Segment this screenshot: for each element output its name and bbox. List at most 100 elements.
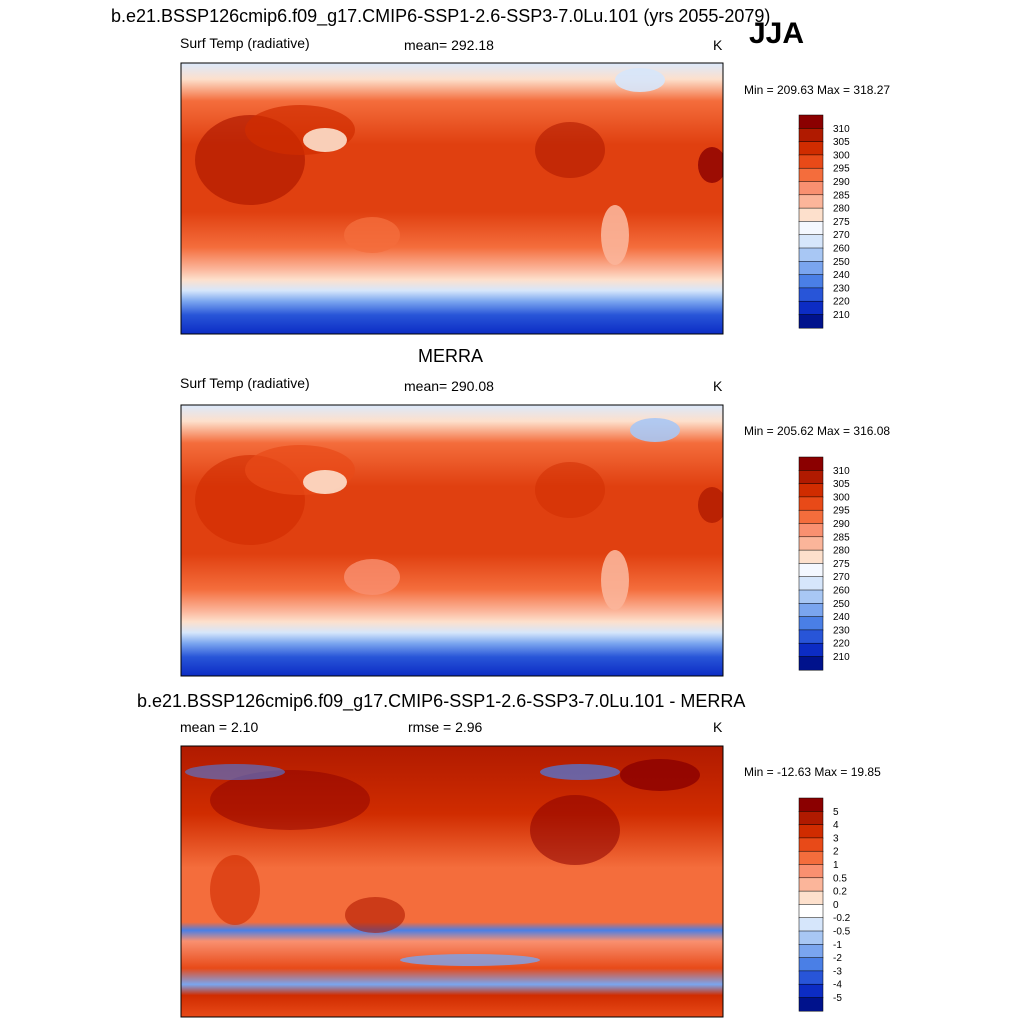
colorbar-swatch [798, 549, 824, 565]
greenland-warm [620, 759, 700, 791]
southern-ocean-cool [400, 954, 540, 966]
panel-model-map [181, 63, 723, 334]
colorbar-tick-label: 280 [833, 204, 850, 215]
panel-merra-map [181, 405, 723, 676]
colorbar-tick-label: 240 [833, 612, 850, 623]
colorbar-swatch [798, 247, 824, 262]
siberia-cool [185, 764, 285, 780]
colorbar-tick-label: 210 [833, 310, 850, 321]
eurasia-warm [210, 770, 370, 830]
season-label: JJA [749, 17, 804, 50]
andes-cool [601, 550, 629, 610]
colorbar-swatch [798, 983, 824, 999]
colorbar-tick-label: 285 [833, 532, 850, 543]
colorbar-tick-label: 300 [833, 150, 850, 161]
colorbar-swatch [798, 496, 824, 511]
panel-model: b.e21.BSSP126cmip6.f09_g17.CMIP6-SSP1-2.… [111, 6, 890, 335]
colorbar-swatch [798, 563, 824, 578]
colorbar-swatch [798, 287, 824, 302]
panel-diff-rmse: rmse = 2.96 [408, 719, 483, 735]
panel-diff-colorbar: 5 4 3 2 1 0.5 0.2 0 -0.2 -0.5 -1 -2 -3 -4 -5 [798, 797, 851, 1012]
colorbar-tick-label: 1 [833, 860, 839, 871]
colorbar-swatch [798, 181, 824, 196]
colorbar-swatch [798, 797, 824, 812]
namerica-warm [530, 795, 620, 865]
colorbar-swatch [798, 114, 824, 129]
colorbar-tick-label: 260 [833, 586, 850, 597]
colorbar-tick-label: 270 [833, 230, 850, 241]
panel-merra: MERRA Surf Temp (radiative) mean= 290.08… [180, 346, 890, 677]
colorbar-swatch [798, 221, 824, 236]
sahara-east [698, 147, 723, 183]
panel-diff-mean: mean = 2.10 [180, 719, 258, 735]
panel-diff-minmax: Min = -12.63 Max = 19.85 [744, 765, 881, 779]
colorbar-swatch [798, 167, 824, 183]
colorbar-tick-label: 210 [833, 652, 850, 663]
colorbar-tick-label: 230 [833, 625, 850, 636]
colorbar-swatch [798, 656, 824, 671]
colorbar-swatch [798, 890, 824, 906]
colorbar-tick-label: -0.5 [833, 927, 851, 938]
colorbar-tick-label: 305 [833, 137, 850, 148]
panel-model-minmax: Min = 209.63 Max = 318.27 [744, 83, 890, 97]
colorbar-swatch [798, 850, 824, 866]
colorbar-swatch [798, 616, 824, 631]
greenland-cold [630, 418, 680, 442]
colorbar-tick-label: 295 [833, 506, 850, 517]
colorbar-swatch [798, 141, 824, 156]
colorbar-swatch [798, 261, 824, 276]
panel-merra-mean: mean= 290.08 [404, 378, 494, 394]
colorbar-tick-label: -4 [833, 980, 842, 991]
colorbar-swatch [798, 194, 824, 209]
colorbar-tick-label: 280 [833, 546, 850, 557]
colorbar-swatch [798, 589, 824, 604]
panel-merra-minmax: Min = 205.62 Max = 316.08 [744, 424, 890, 438]
tibet-cool [303, 128, 347, 152]
colorbar-tick-label: 300 [833, 492, 850, 503]
colorbar-tick-label: 2 [833, 847, 839, 858]
colorbar-tick-label: 5 [833, 807, 839, 818]
namerica-warm [535, 462, 605, 518]
colorbar-swatch [798, 811, 824, 826]
colorbar-swatch [798, 603, 824, 618]
colorbar-swatch [798, 483, 824, 498]
colorbar-swatch [798, 456, 824, 471]
colorbar-swatch [798, 509, 824, 525]
panel-diff-map [181, 746, 723, 1017]
colorbar-tick-label: 310 [833, 466, 850, 477]
colorbar-tick-label: 305 [833, 479, 850, 490]
colorbar-tick-label: -5 [833, 993, 842, 1004]
panel-merra-frame [180, 404, 724, 677]
australia [344, 217, 400, 253]
sahara-east [698, 487, 723, 523]
colorbar-tick-label: 0.2 [833, 887, 847, 898]
colorbar-swatch [798, 642, 824, 658]
colorbar-swatch [798, 930, 824, 945]
colorbar-tick-label: -3 [833, 966, 842, 977]
colorbar-tick-label: 250 [833, 257, 850, 268]
panel-model-frame [180, 62, 724, 335]
colorbar-swatch [798, 864, 824, 879]
colorbar-swatch [798, 824, 824, 839]
colorbar-swatch [798, 997, 824, 1012]
colorbar-tick-label: -0.2 [833, 913, 851, 924]
colorbar-tick-label: -1 [833, 940, 842, 951]
colorbar-tick-label: 285 [833, 190, 850, 201]
colorbar-swatch [798, 837, 824, 852]
colorbar-swatch [798, 128, 824, 143]
panel-model-units: K [713, 37, 723, 53]
colorbar-swatch [798, 234, 824, 249]
panel-model-variable: Surf Temp (radiative) [180, 35, 310, 51]
australia [344, 559, 400, 595]
colorbar-swatch [798, 944, 824, 959]
panel-merra-title: MERRA [418, 346, 483, 366]
greenland-cold [615, 68, 665, 92]
colorbar-swatch [798, 314, 824, 329]
colorbar-swatch [798, 523, 824, 538]
namerica-warm [535, 122, 605, 178]
colorbar-tick-label: 295 [833, 164, 850, 175]
panel-diff-frame [180, 745, 724, 1018]
colorbar-tick-label: 310 [833, 124, 850, 135]
colorbar-swatch [798, 629, 824, 644]
